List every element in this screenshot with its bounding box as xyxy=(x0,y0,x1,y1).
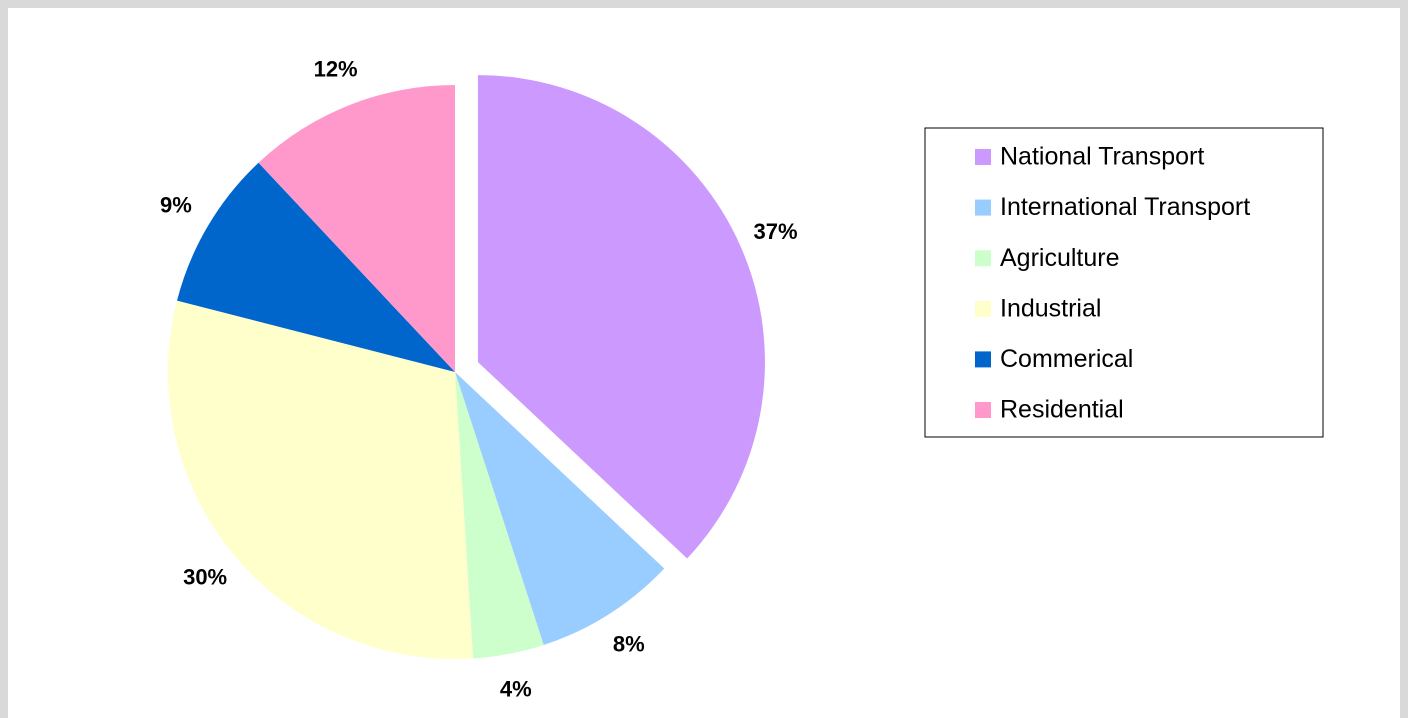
legend-label: Industrial xyxy=(1000,294,1101,322)
pie-slice xyxy=(258,85,455,372)
legend-swatch xyxy=(975,250,991,267)
legend-label: International Transport xyxy=(1000,193,1250,221)
data-label: 8% xyxy=(613,632,645,657)
legend-label: Commerical xyxy=(1000,345,1133,373)
data-label: 4% xyxy=(500,676,532,701)
legend-label: National Transport xyxy=(1000,143,1204,171)
pie-slice xyxy=(455,372,544,659)
pie-slice xyxy=(455,372,665,645)
legend-swatch xyxy=(975,149,991,165)
pie-slice xyxy=(168,300,474,659)
data-label: 12% xyxy=(314,56,358,81)
data-label: 37% xyxy=(754,219,798,244)
pie-slice xyxy=(177,162,455,372)
legend-label: Residential xyxy=(1000,396,1124,424)
data-label: 9% xyxy=(160,193,192,218)
pie-slice xyxy=(477,75,765,559)
legend-swatch xyxy=(975,199,991,216)
data-label: 30% xyxy=(183,565,227,590)
legend-swatch xyxy=(975,300,991,317)
legend-label: Agriculture xyxy=(1000,244,1120,272)
legend-box xyxy=(924,127,1324,438)
legend-swatch xyxy=(975,351,991,368)
legend-swatch xyxy=(975,402,991,418)
